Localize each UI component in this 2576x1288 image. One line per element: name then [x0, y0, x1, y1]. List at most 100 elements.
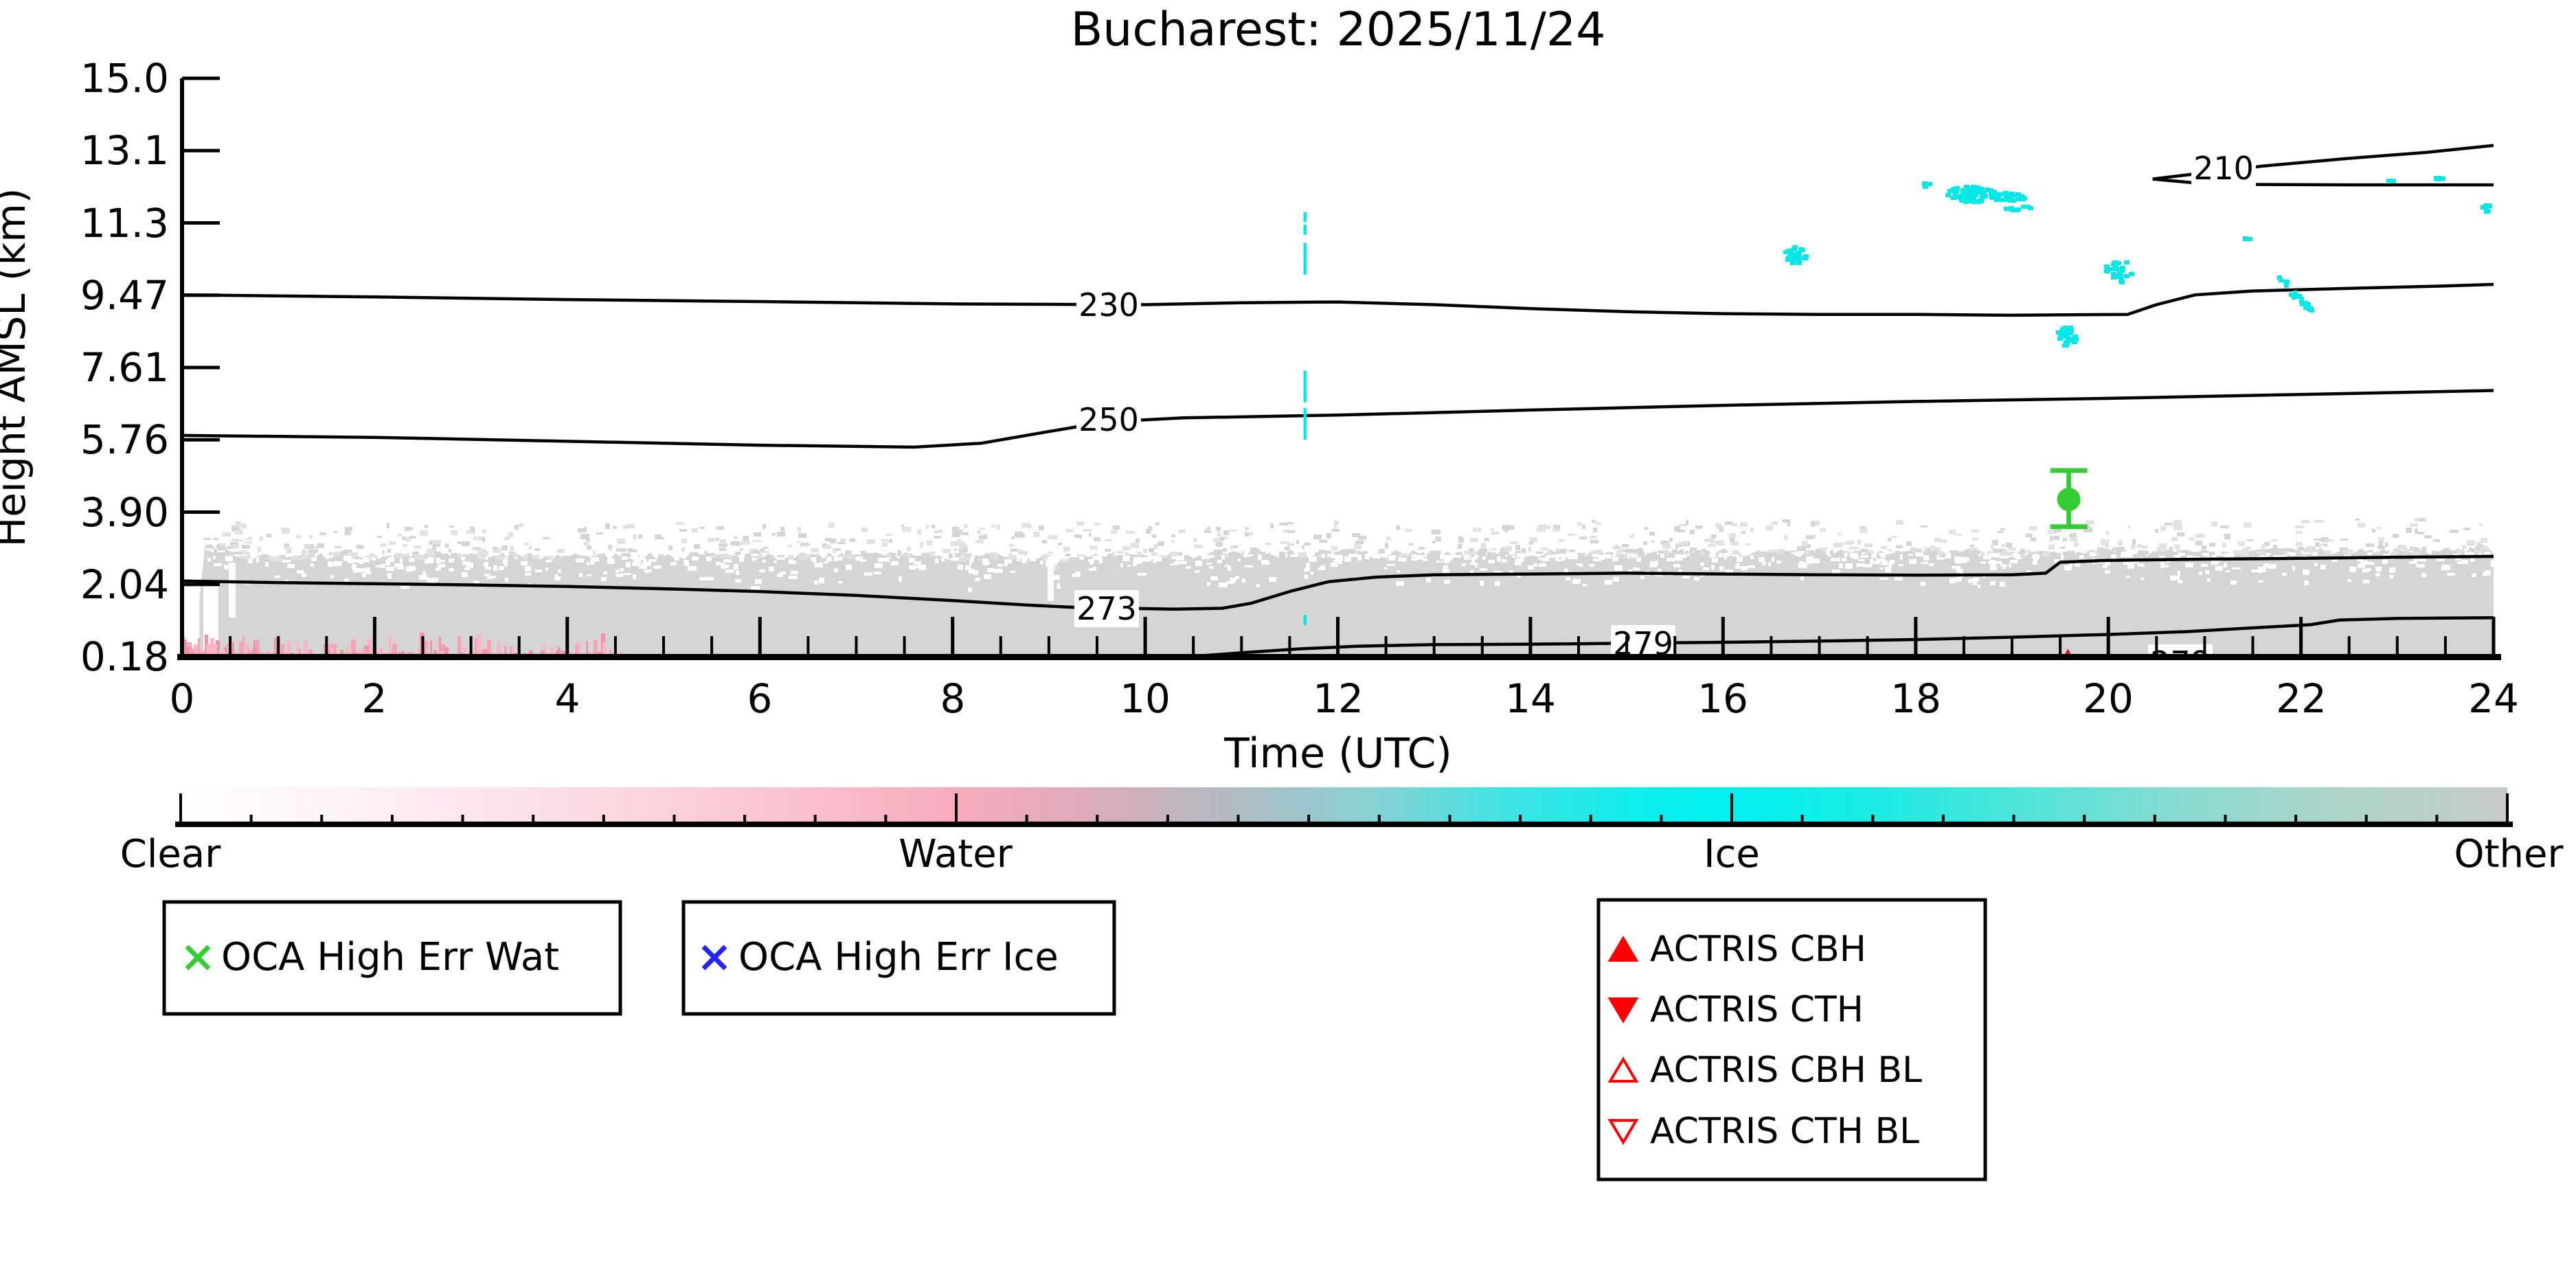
- ice-blob-px: [2011, 199, 2016, 203]
- rect-el: [2224, 563, 2227, 567]
- rect-el: [352, 564, 357, 569]
- rect-el: [1487, 553, 1493, 558]
- rect-el: [1201, 556, 1210, 558]
- rect-el: [1512, 555, 1515, 558]
- rect-el: [1678, 569, 1682, 573]
- rect-el: [716, 538, 719, 541]
- rect-el: [1559, 539, 1564, 542]
- rect-el: [1658, 569, 1662, 573]
- rect-el: [2086, 520, 2094, 524]
- rect-el: [2282, 573, 2287, 576]
- rect-el: [1495, 581, 1500, 586]
- rect-el: [2472, 574, 2476, 577]
- rect-el: [918, 556, 925, 558]
- rect-el: [644, 569, 652, 572]
- rect-el: [2295, 526, 2304, 528]
- rect-el: [679, 529, 687, 532]
- rect-el: [2222, 543, 2226, 547]
- ice-blob-px: [2119, 278, 2124, 282]
- rect-el: [409, 536, 416, 539]
- rect-el: [2422, 551, 2426, 553]
- rect-el: [777, 574, 783, 577]
- rect-el: [2375, 567, 2382, 572]
- rect-el: [1759, 558, 1763, 561]
- rect-el: [464, 567, 471, 570]
- rect-el: [935, 558, 938, 563]
- rect-el: [550, 648, 554, 657]
- rect-el: [752, 558, 755, 561]
- rect-el: [2389, 575, 2393, 578]
- ice-blob-px: [1793, 252, 1798, 256]
- rect-el: [2126, 576, 2130, 578]
- rect-el: [759, 569, 765, 572]
- rect-el: [800, 543, 809, 546]
- rect-el: [811, 557, 816, 561]
- rect-el: [1990, 565, 1997, 570]
- rect-el: [1570, 550, 1575, 552]
- rect-el: [2321, 537, 2329, 542]
- rect-el: [510, 646, 513, 657]
- rect-el: [633, 534, 637, 539]
- rect-el: [405, 527, 413, 530]
- rect-el: [501, 545, 508, 550]
- rect-el: [1628, 569, 1632, 574]
- contour-label-halo: [1076, 286, 1141, 324]
- rect-el: [1923, 555, 1929, 561]
- rect-el: [508, 555, 517, 558]
- rect-el: [2169, 547, 2173, 550]
- rect-el: [1626, 549, 1634, 553]
- rect-el: [1590, 540, 1598, 543]
- rect-el: [369, 555, 377, 558]
- rect-el: [216, 640, 220, 657]
- rect-el: [2079, 555, 2084, 558]
- rect-el: [1219, 537, 1224, 541]
- rect-el: [244, 541, 252, 543]
- rect-el: [716, 526, 724, 530]
- rect-el: [529, 546, 532, 550]
- rect-el: [1133, 561, 1137, 566]
- rect-el: [964, 556, 971, 561]
- rect-el: [819, 578, 824, 583]
- rect-el: [1748, 565, 1755, 568]
- rect-el: [828, 523, 835, 528]
- clear-gap: [229, 563, 236, 618]
- rect-el: [436, 558, 440, 563]
- rect-el: [1432, 541, 1436, 543]
- rect-el: [1806, 556, 1814, 560]
- rect-el: [1613, 547, 1620, 549]
- rect-el: [2355, 519, 2360, 521]
- rect-el: [1411, 554, 1417, 557]
- rect-el: [340, 650, 343, 657]
- rect-el: [1713, 545, 1716, 547]
- rect-el: [704, 551, 708, 554]
- rect-el: [1881, 546, 1887, 549]
- rect-el: [1729, 533, 1736, 538]
- rect-el: [861, 528, 868, 532]
- rect-el: [1256, 584, 1260, 587]
- rect-el: [2002, 567, 2006, 569]
- rect-el: [1057, 586, 1061, 589]
- rect-el: [1605, 554, 1611, 558]
- rect-el: [1475, 564, 1478, 567]
- rect-el: [1954, 578, 1962, 582]
- ice-streak-px: [2290, 293, 2295, 297]
- rect-el: [1732, 554, 1739, 556]
- rect-el: [1242, 578, 1245, 583]
- rect-el: [515, 557, 518, 559]
- rect-el: [2312, 550, 2320, 552]
- rect-el: [2009, 564, 2011, 567]
- ice-blob-px: [1790, 261, 1796, 265]
- rect-el: [1279, 523, 1288, 526]
- rect-el: [1838, 532, 1842, 535]
- rect-el: [1473, 528, 1481, 532]
- rect-el: [2032, 554, 2040, 558]
- rect-el: [269, 556, 274, 561]
- rect-el: [432, 540, 441, 544]
- legend-actris-cbh-label: ACTRIS CBH: [1650, 929, 1866, 970]
- rect-el: [1579, 564, 1583, 567]
- x-tick-label: 6: [747, 675, 773, 722]
- rect-el: [1698, 550, 1704, 555]
- rect-el: [183, 645, 188, 657]
- rect-el: [1930, 545, 1935, 549]
- rect-el: [282, 560, 291, 563]
